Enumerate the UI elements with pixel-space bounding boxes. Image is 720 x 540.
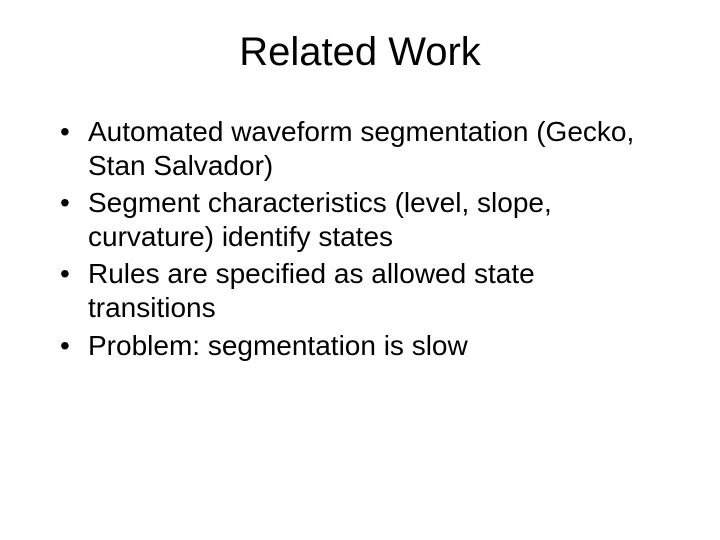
list-item: Problem: segmentation is slow	[60, 329, 670, 363]
list-item: Automated waveform segmentation (Gecko, …	[60, 115, 670, 182]
list-item: Segment characteristics (level, slope, c…	[60, 186, 670, 253]
bullet-list: Automated waveform segmentation (Gecko, …	[60, 115, 670, 362]
list-item: Rules are specified as allowed state tra…	[60, 257, 670, 324]
slide: Related Work Automated waveform segmenta…	[0, 0, 720, 540]
slide-title: Related Work	[50, 30, 670, 75]
